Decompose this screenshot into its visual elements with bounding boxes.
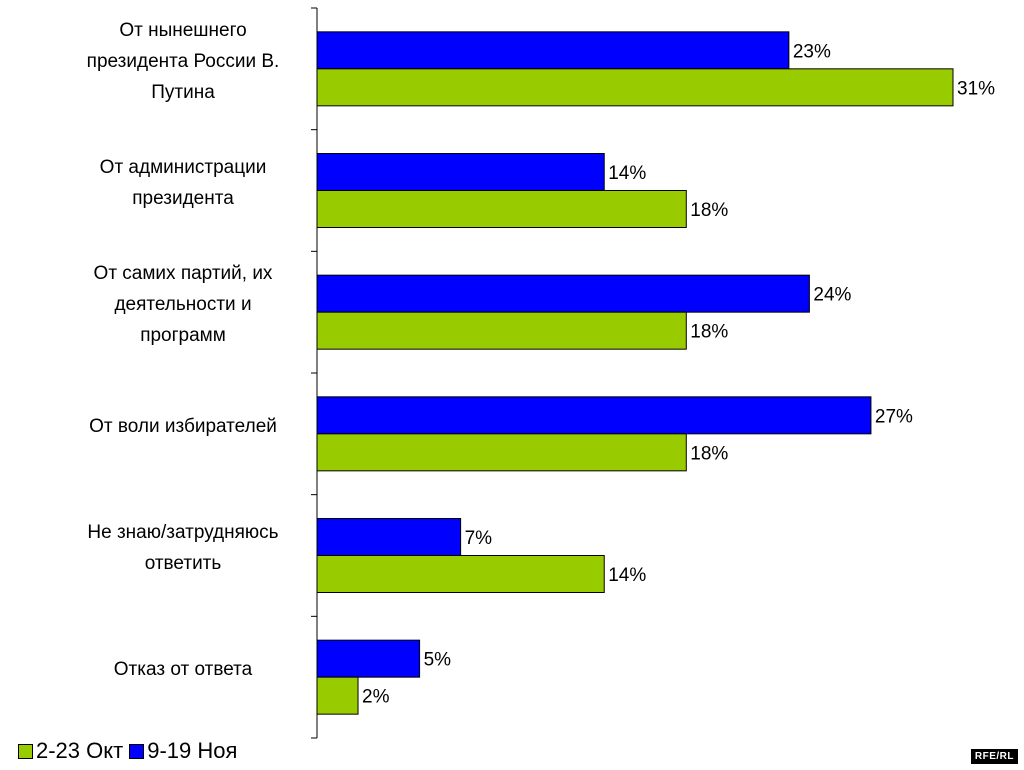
- category-label: От администрации: [100, 157, 267, 178]
- bar-chart: 23% 31% От нынешнего президента России В. Пу…: [87, 7, 995, 739]
- bar: [316, 518, 462, 556]
- bar: [316, 190, 687, 228]
- data-label: 7%: [465, 528, 493, 549]
- category-label: президента России В.: [87, 51, 280, 72]
- bar: [316, 274, 810, 313]
- data-label: 5%: [424, 650, 452, 671]
- bar: [316, 396, 872, 435]
- category-label: Отказ от ответа: [114, 659, 253, 680]
- bar: [316, 555, 605, 593]
- bar: [316, 31, 790, 70]
- bar: [316, 68, 954, 107]
- category-label: От нынешнего: [119, 20, 246, 41]
- legend-label-oct: 2-23 Окт: [36, 738, 124, 763]
- bar: [316, 676, 359, 715]
- category-label: президента: [132, 188, 234, 209]
- data-label: 14%: [608, 565, 646, 586]
- bar: [316, 311, 687, 350]
- data-label: 18%: [690, 443, 728, 464]
- bar: [316, 639, 421, 678]
- data-label: 27%: [875, 406, 913, 427]
- category-label: Путина: [151, 82, 215, 103]
- data-label: 31%: [957, 78, 995, 99]
- data-label: 14%: [608, 163, 646, 184]
- data-label: 18%: [690, 200, 728, 221]
- legend-item-nov: 9-19 Ноя: [129, 738, 237, 764]
- data-label: 18%: [690, 322, 728, 343]
- category-label: программ: [140, 325, 226, 346]
- rferl-watermark: RFE/RL: [970, 749, 1018, 764]
- category-label: От воли избирателей: [89, 416, 277, 437]
- data-label: 24%: [813, 285, 851, 306]
- bar: [316, 433, 687, 472]
- legend-item-oct: 2-23 Окт: [18, 738, 123, 764]
- category-label: От самих партий, их: [94, 263, 273, 284]
- category-label: Не знаю/затрудняюсь: [87, 522, 278, 543]
- bar: [316, 153, 605, 191]
- legend-swatch-nov: [129, 743, 145, 759]
- legend-label-nov: 9-19 Ноя: [147, 738, 238, 763]
- category-label: ответить: [145, 553, 222, 574]
- legend: 2-23 Окт 9-19 Ноя: [18, 738, 243, 764]
- data-label: 23%: [793, 41, 831, 62]
- data-label: 2%: [362, 687, 390, 708]
- category-label: деятельности и: [114, 294, 251, 315]
- legend-swatch-oct: [18, 743, 33, 759]
